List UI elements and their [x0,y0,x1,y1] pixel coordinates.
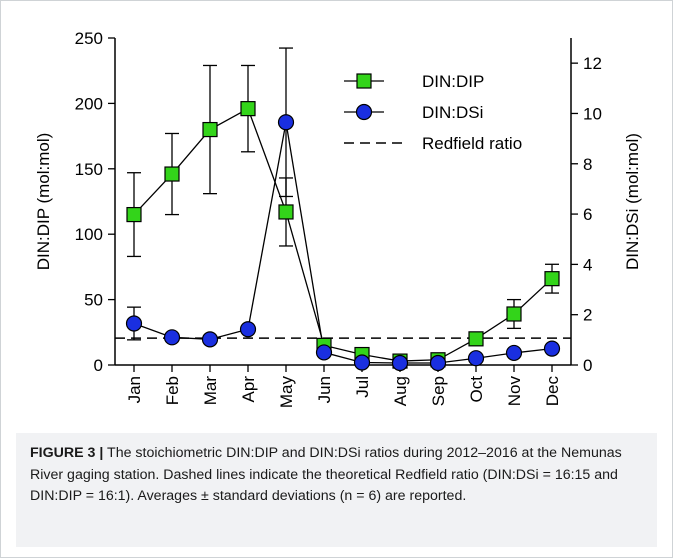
x-axis-tick-label: Feb [163,376,182,405]
point-din-dsi [125,315,143,332]
point-din-dip [202,121,218,138]
point-din-dsi [543,340,561,357]
figure-caption: FIGURE 3 | The stoichiometric DIN:DIP an… [16,433,657,547]
right-axis-tick-label: 8 [583,155,592,174]
x-axis-tick-label: Jan [125,376,144,403]
point-din-dip [126,206,142,223]
point-din-dsi [315,344,333,361]
x-axis-tick-label: Jun [315,376,334,403]
point-din-dip [506,306,522,322]
left-axis-tick-label: 150 [75,160,103,179]
point-din-dsi [201,331,219,348]
right-axis-tick-label: 12 [583,54,602,73]
left-axis-title: DIN:DIP (mol:mol) [34,133,53,271]
point-din-dip [278,204,294,220]
right-axis-tick-label: 10 [583,104,602,123]
x-axis-tick-label: Nov [505,376,524,407]
point-din-dsi [277,114,295,131]
right-axis-tick-label: 0 [583,356,592,375]
right-axis-tick-label: 4 [583,255,592,274]
legend-label: Redfield ratio [422,134,522,153]
caption-text: The stoichiometric DIN:DIP and DIN:DSi r… [30,445,622,504]
x-axis-tick-label: May [277,376,296,409]
x-axis-tick-label: Apr [239,376,258,403]
chart: 0 50 100 150 200 250 0 2 4 6 8 10 12 Jan Feb Mar Apr May J… [34,29,642,409]
point-din-dsi [505,344,523,362]
point-din-dip [164,166,180,182]
x-axis-tick-label: Jul [353,376,372,398]
x-axis-tick-label: Mar [201,376,220,406]
left-axis-tick-label: 50 [84,291,103,310]
caption-label: FIGURE 3 | [30,445,104,461]
x-axis-tick-label: Sep [429,376,448,406]
point-din-dsi [163,329,181,346]
left-axis-tick-label: 200 [75,94,103,113]
left-axis-tick-label: 0 [94,356,103,375]
point-din-dsi [429,354,447,372]
point-din-dsi [391,354,409,372]
x-axis-tick-label: Aug [391,376,410,406]
x-axis-tick-label: Dec [543,376,562,407]
right-axis-tick-label: 6 [583,205,592,224]
legend-label: DIN:DSi [422,103,483,122]
right-axis-tick-label: 2 [583,306,592,325]
x-axis-tick-label: Oct [467,376,486,403]
point-din-dsi [239,321,257,338]
right-axis-title: DIN:DSi (mol:mol) [623,133,642,270]
legend-label: DIN:DIP [422,72,484,91]
point-din-dsi [467,350,485,367]
point-din-dsi [353,354,371,371]
point-din-dip [240,101,256,117]
point-din-dip [544,271,560,287]
left-axis-tick-label: 250 [75,29,103,48]
legend-marker-circle [355,103,373,121]
left-axis-tick-label: 100 [75,225,103,244]
point-din-dip [468,331,484,347]
series-line-din-dsi [133,122,553,364]
legend-marker-square [356,73,372,89]
